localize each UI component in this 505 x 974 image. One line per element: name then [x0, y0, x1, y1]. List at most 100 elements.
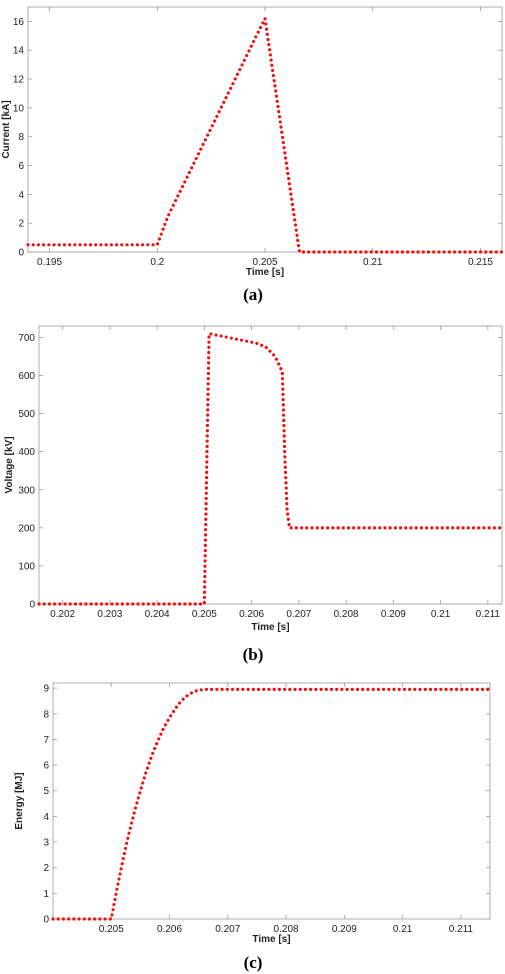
y-tick-a: 2 — [18, 219, 502, 230]
y-tick-label-c: 7 — [43, 735, 49, 746]
x-axis-label-a: Time [s] — [246, 267, 284, 278]
x-tick-b: 0.209 — [381, 326, 406, 620]
y-tick-b: 200 — [18, 523, 502, 534]
y-tick-label-a: 2 — [18, 219, 24, 230]
y-tick-a: 6 — [18, 161, 502, 172]
x-tick-b: 0.211 — [476, 326, 501, 620]
x-tick-c: 0.207 — [215, 683, 241, 935]
chart-b: 0.202 0.203 0.204 0.205 0.206 0.207 0.208 0.209… — [4, 325, 504, 664]
y-tick-b: 500 — [18, 409, 502, 420]
x-axis-label-c: Time [s] — [252, 934, 290, 945]
x-tick-c: 0.208 — [274, 683, 299, 935]
y-tick-label-a: 4 — [18, 190, 24, 201]
y-tick-b: 400 — [18, 447, 502, 458]
y-tick-b: 600 — [18, 371, 502, 382]
y-tick-c: 5 — [43, 786, 490, 797]
y-tick-b: 100 — [18, 561, 502, 572]
x-tick-label-b: 0.205 — [192, 609, 217, 620]
x-tick-b: 0.202 — [50, 326, 76, 620]
x-tick-label-a: 0.2 — [150, 257, 164, 268]
x-tick-label-b: 0.207 — [286, 609, 311, 620]
x-tick-label-b: 0.204 — [145, 609, 170, 620]
x-tick-b: 0.21 — [431, 326, 451, 620]
y-tick-label-b: 100 — [18, 561, 35, 572]
y-tick-label-a: 8 — [18, 132, 24, 143]
y-tick-label-b: 300 — [18, 485, 35, 496]
y-tick-label-a: 10 — [13, 103, 25, 114]
x-tick-c: 0.205 — [99, 683, 124, 935]
y-tick-label-c: 2 — [43, 863, 49, 874]
y-tick-c: 6 — [43, 761, 490, 772]
x-tick-label-c: 0.211 — [449, 924, 474, 935]
y-tick-b: 300 — [18, 485, 502, 496]
chart-a: 0.195 0.2 0.205 0.21 0.215 0 2 4 6 8 10 12 14 16 Time … — [1, 6, 504, 304]
x-tick-label-b: 0.203 — [97, 609, 122, 620]
x-tick-a: 0.195 — [37, 7, 62, 268]
y-tick-a: 10 — [13, 103, 502, 114]
y-tick-label-a: 6 — [18, 161, 24, 172]
plot-area-b — [38, 325, 503, 605]
x-tick-c: 0.211 — [449, 683, 474, 935]
x-tick-b: 0.204 — [145, 326, 170, 620]
y-tick-c: 8 — [43, 709, 490, 720]
x-tick-c: 0.209 — [332, 683, 357, 935]
y-tick-c: 2 — [43, 863, 490, 874]
x-tick-label-c: 0.209 — [332, 924, 357, 935]
y-tick-label-c: 4 — [43, 812, 49, 823]
x-tick-label-c: 0.21 — [393, 924, 413, 935]
caption-c: (c) — [244, 953, 263, 972]
x-tick-label-a: 0.195 — [37, 257, 62, 268]
plot-area-a — [27, 6, 503, 253]
y-tick-label-b: 0 — [29, 600, 35, 611]
series-line-c — [51, 687, 492, 921]
plot-area-c — [52, 682, 491, 920]
x-tick-label-b: 0.202 — [50, 609, 75, 620]
x-tick-label-a: 0.215 — [468, 257, 493, 268]
y-axis-label-c: Energy [MJ] — [14, 772, 25, 829]
x-tick-c: 0.21 — [393, 683, 413, 935]
series-line-b — [37, 332, 504, 606]
x-tick-label-b: 0.211 — [476, 609, 501, 620]
caption-b: (b) — [243, 645, 264, 664]
x-tick-a: 0.2 — [150, 7, 165, 268]
x-tick-c: 0.206 — [157, 683, 182, 935]
y-tick-a: 8 — [18, 132, 502, 143]
y-tick-c: 9 — [43, 684, 490, 695]
x-tick-b: 0.207 — [286, 326, 312, 620]
x-tick-b: 0.206 — [239, 326, 265, 620]
y-tick-label-b: 700 — [18, 333, 35, 344]
x-tick-label-c: 0.208 — [274, 924, 299, 935]
y-tick-c: 3 — [43, 838, 490, 849]
x-tick-label-a: 0.205 — [252, 257, 277, 268]
y-tick-label-a: 0 — [18, 248, 24, 259]
y-tick-a: 16 — [13, 17, 502, 28]
x-tick-b: 0.203 — [97, 326, 123, 620]
y-tick-label-c: 1 — [43, 889, 49, 900]
y-tick-label-a: 16 — [13, 17, 25, 28]
y-tick-a: 12 — [13, 75, 502, 86]
y-tick-label-b: 400 — [18, 447, 35, 458]
y-tick-c: 4 — [43, 812, 490, 823]
y-tick-b: 700 — [18, 333, 502, 344]
x-tick-label-c: 0.206 — [157, 924, 182, 935]
y-tick-label-a: 14 — [13, 46, 25, 57]
x-tick-label-c: 0.205 — [99, 924, 124, 935]
x-tick-label-a: 0.21 — [363, 257, 383, 268]
y-tick-label-b: 500 — [18, 409, 35, 420]
y-tick-label-b: 600 — [18, 371, 35, 382]
y-tick-c: 1 — [43, 889, 490, 900]
x-tick-label-c: 0.207 — [215, 924, 240, 935]
caption-a: (a) — [243, 285, 263, 304]
y-tick-label-c: 8 — [43, 709, 49, 720]
y-axis-label-b: Voltage [kV] — [4, 436, 15, 493]
x-tick-a: 0.215 — [468, 7, 493, 268]
x-tick-a: 0.21 — [363, 7, 383, 268]
y-tick-a: 4 — [18, 190, 502, 201]
y-tick-label-c: 9 — [43, 684, 49, 695]
y-tick-label-a: 12 — [13, 75, 25, 86]
x-tick-label-b: 0.209 — [381, 609, 406, 620]
y-tick-label-c: 6 — [43, 761, 49, 772]
y-tick-label-c: 0 — [43, 915, 49, 926]
y-tick-a: 14 — [13, 46, 502, 57]
